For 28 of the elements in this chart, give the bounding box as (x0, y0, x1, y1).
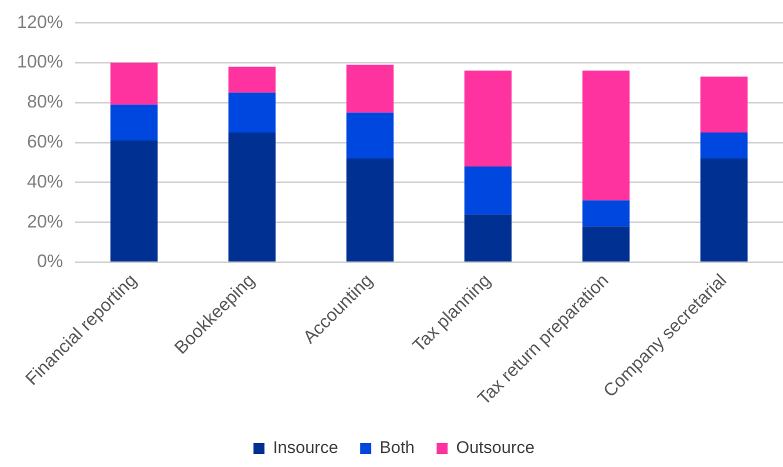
bar (582, 226, 630, 262)
y-tick-label: 40% (27, 171, 64, 192)
bar (346, 158, 394, 262)
bar (700, 158, 748, 262)
bar (582, 70, 630, 200)
bar (228, 132, 276, 262)
bar (346, 112, 394, 158)
y-tick-label: 60% (27, 131, 64, 152)
bar (700, 76, 748, 133)
y-tick-label: 80% (27, 92, 64, 112)
bar (110, 140, 158, 262)
bar (228, 66, 276, 93)
legend-label: Both (380, 438, 415, 458)
legend-label: Outsource (456, 438, 535, 458)
bar (582, 200, 630, 226)
y-tick-label: 0% (37, 251, 64, 272)
bar (110, 104, 158, 141)
bar (464, 166, 512, 214)
bar (464, 214, 512, 262)
y-tick-label: 20% (27, 211, 64, 232)
y-tick-label: 120% (16, 12, 64, 32)
bar (110, 62, 158, 105)
bar (228, 92, 276, 133)
bar (464, 70, 512, 166)
bar (346, 64, 394, 113)
bar (700, 132, 748, 158)
y-tick-label: 100% (16, 52, 64, 72)
legend-label: Insource (272, 438, 338, 458)
